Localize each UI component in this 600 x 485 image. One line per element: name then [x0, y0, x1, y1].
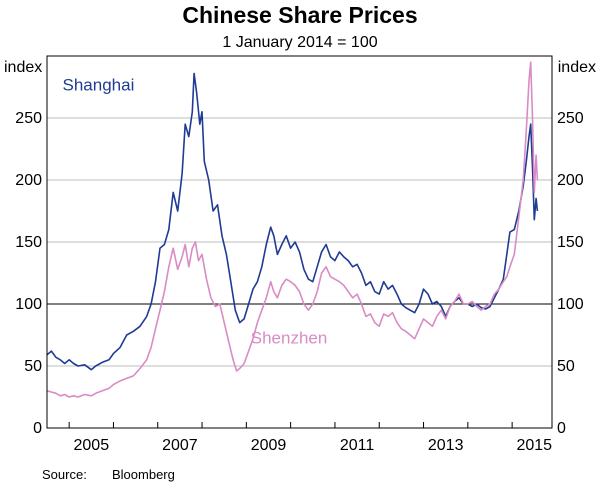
series-lines — [46, 61, 539, 398]
y-axis-left-ticks: 0 50 100 150 200 250 — [15, 110, 42, 437]
source-value: Bloomberg — [112, 467, 175, 482]
series-label-shenzhen: Shenzhen — [251, 329, 328, 348]
x-tick-label: 2007 — [162, 437, 198, 454]
y-tick-right-label: 150 — [557, 234, 584, 251]
x-tick-label: 2011 — [340, 437, 375, 454]
chart-subtitle: 1 January 2014 = 100 — [222, 34, 377, 51]
plot-frame — [46, 55, 553, 429]
y-tick-left-label: 100 — [15, 296, 42, 313]
y-unit-left: index — [4, 59, 42, 76]
y-unit-right: index — [558, 59, 596, 76]
y-tick-left-label: 150 — [15, 234, 42, 251]
y-tick-right-label: 250 — [557, 110, 584, 127]
y-tick-right-label: 0 — [557, 420, 566, 437]
y-tick-right-label: 50 — [557, 358, 575, 375]
y-tick-left-label: 250 — [15, 110, 42, 127]
y-tick-left-label: 200 — [15, 172, 42, 189]
y-tick-left-label: 0 — [33, 420, 42, 437]
y-tick-right-label: 200 — [557, 172, 584, 189]
x-tick-label: 2005 — [74, 437, 110, 454]
source-label: Source: — [42, 467, 87, 482]
y-tick-left-label: 50 — [24, 358, 42, 375]
x-tick-label: 2013 — [428, 437, 464, 454]
series-line-shenzhen — [46, 61, 539, 398]
chart-title: Chinese Share Prices — [182, 2, 417, 28]
y-tick-right-label: 100 — [557, 296, 584, 313]
x-tick-label: 2009 — [251, 437, 287, 454]
series-label-shanghai: Shanghai — [63, 76, 135, 95]
gridlines — [47, 117, 552, 367]
x-axis-ticks: 2005 2007 2009 2011 2013 2015 — [68, 422, 552, 454]
y-axis-right-ticks: 0 50 100 150 200 250 — [557, 110, 584, 437]
series-line-shanghai — [46, 72, 539, 371]
series-labels: Shanghai Shenzhen — [63, 76, 328, 348]
x-tick-label: 2015 — [516, 437, 552, 454]
